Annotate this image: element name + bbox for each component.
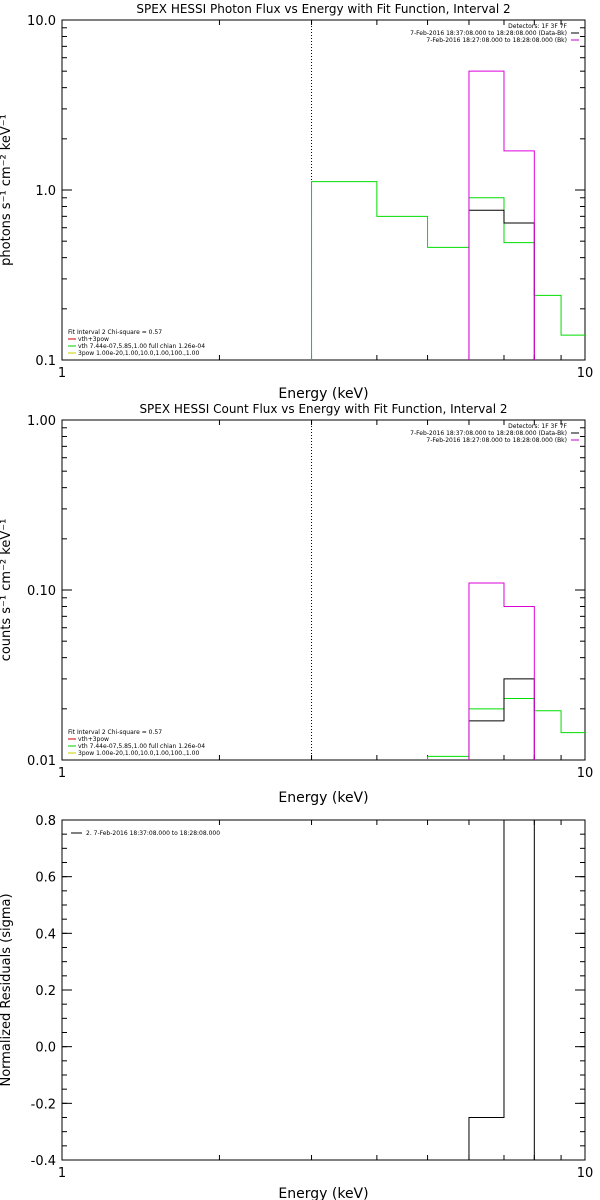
plot-frame: [61, 819, 586, 1161]
series-3-histogram: [468, 70, 535, 360]
fit-info-line: vth 7.44e-07,5.85,1.00 full chian 1.26e-…: [78, 743, 205, 750]
y-tick-label: 0.10: [27, 584, 56, 599]
chart-title: SPEX HESSI Photon Flux vs Energy with Fi…: [136, 2, 510, 16]
chart-panel-2: 1 10 0.01 0.10 1.00 SPEX HESSI Count Flux vs …: [0, 402, 593, 806]
info-line: Detectors: 1F 3F 7F: [508, 23, 567, 30]
x-axis-label: Energy (keV): [278, 1186, 368, 1200]
fit-info-line: 3pow 1.00e-20,1.00,10.0,1.00,100.,1.00: [78, 750, 199, 757]
info-line: 7-Feb-2016 18:37:08.000 to 18:28:08.000 …: [410, 430, 567, 437]
x-tick-label: 10: [577, 766, 594, 781]
series-2-histogram: [468, 678, 535, 760]
series-1-histogram: [427, 698, 585, 760]
x-tick-label: 1: [58, 366, 66, 381]
fit-info-line: Fit Interval 2 Chi-square = 0.57: [68, 329, 162, 336]
y-tick-label: 1.00: [27, 414, 56, 429]
plot-frame: [61, 419, 586, 761]
series-2-histogram: [468, 209, 535, 360]
info-line: 7-Feb-2016 18:27:08.000 to 18:28:08.000 …: [426, 437, 567, 444]
fit-info-line: vth 7.44e-07,5.85,1.00 full chian 1.26e-…: [78, 343, 205, 350]
plot-frame: [61, 19, 586, 361]
series-1-histogram: [468, 819, 535, 1160]
y-tick-label: 0.01: [27, 754, 56, 769]
x-axis-label: Energy (keV): [278, 790, 368, 806]
y-tick-label: 0.0: [35, 1041, 56, 1056]
y-tick-label: 0.4: [35, 927, 56, 942]
fit-info-line: vth+3pow: [78, 336, 109, 343]
chart-title: SPEX HESSI Count Flux vs Energy with Fit…: [139, 402, 507, 416]
y-tick-label: 10.0: [27, 14, 56, 29]
y-tick-label: 1.0: [35, 184, 56, 199]
chart-panel-1: 1 10 0.1 1.0 10.0 SPEX HESSI Photon Flux vs E…: [0, 2, 593, 402]
y-axis-label: photons s⁻¹ cm⁻² keV⁻¹: [0, 114, 14, 266]
fit-info-line: 3pow 1.00e-20,1.00,10.0,1.00,100.,1.00: [78, 350, 199, 357]
y-axis-label: Normalized Residuals (sigma): [0, 893, 14, 1086]
x-tick-label: 10: [577, 1166, 594, 1181]
x-tick-label: 1: [58, 766, 66, 781]
fit-info-line: vth+3pow: [78, 736, 109, 743]
series-3-histogram: [468, 582, 535, 760]
y-tick-label: 0.6: [35, 871, 56, 886]
info-line: Detectors: 1F 3F 7F: [508, 423, 567, 430]
chart-panel-3: 1 10 -0.4 -0.2 0.0 0.2 0.4 0.6 0.8 Energy (keV) No…: [0, 814, 593, 1200]
y-tick-label: 0.1: [35, 354, 56, 369]
info-line: 7-Feb-2016 18:27:08.000 to 18:28:08.000 …: [426, 37, 567, 44]
x-tick-label: 1: [58, 1166, 66, 1181]
x-tick-label: 10: [577, 366, 594, 381]
x-axis-label: Energy (keV): [278, 386, 368, 402]
fit-info-line: Fit Interval 2 Chi-square = 0.57: [68, 729, 162, 736]
info-line: 7-Feb-2016 18:37:08.000 to 18:28:08.000 …: [410, 30, 567, 37]
residual-legend: 2. 7-Feb-2016 18:37:08.000 to 18:28:08.0…: [86, 830, 220, 837]
y-axis-label: counts s⁻¹ cm⁻² keV⁻¹: [0, 519, 14, 662]
y-tick-label: 0.8: [35, 814, 56, 829]
y-tick-label: -0.2: [31, 1097, 56, 1112]
series-1-histogram: [311, 181, 585, 360]
y-tick-label: -0.4: [31, 1154, 56, 1169]
y-tick-label: 0.2: [35, 984, 56, 999]
